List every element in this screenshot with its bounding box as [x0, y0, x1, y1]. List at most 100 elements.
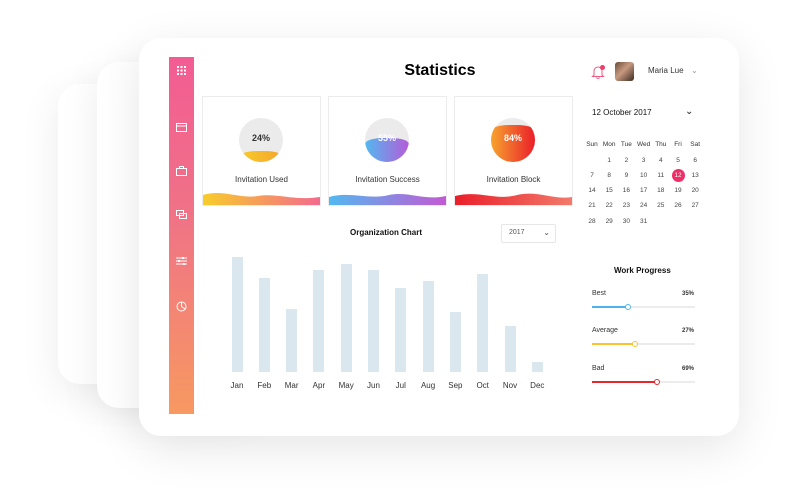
gauge-invitation-used: 24%: [239, 118, 283, 162]
calendar-chevron-down-icon[interactable]: ⌄: [685, 106, 694, 117]
calendar-weekday: Sun: [586, 141, 598, 148]
chart-bar: [531, 361, 543, 372]
gauge-fill: [365, 137, 409, 162]
pie-chart-icon[interactable]: [169, 301, 194, 316]
chevron-down-icon: ⌄: [543, 228, 550, 237]
apps-grid-icon[interactable]: [169, 65, 194, 79]
calendar-day[interactable]: 24: [639, 202, 648, 210]
progress-handle[interactable]: [632, 341, 639, 347]
chart-bar: [340, 263, 352, 372]
calendar-day[interactable]: 31: [639, 217, 648, 225]
gauge-percentage: 55%: [377, 133, 396, 143]
calendar-day[interactable]: 22: [605, 202, 613, 210]
calendar-day[interactable]: 9: [624, 171, 629, 179]
chart-bar: [449, 312, 461, 372]
avatar[interactable]: [615, 62, 634, 81]
calendar-day[interactable]: 16: [622, 187, 630, 195]
user-name[interactable]: Maria Lue: [648, 66, 684, 75]
calendar-day[interactable]: 2: [624, 156, 629, 164]
x-tick-label: Apr: [312, 381, 326, 390]
calendar-weekday: Fri: [674, 141, 682, 148]
work-progress-title: Work Progress: [614, 266, 671, 275]
calendar-day[interactable]: 28: [588, 217, 596, 225]
year-select[interactable]: 2017 ⌄: [501, 224, 556, 243]
progress-label: Average: [592, 327, 618, 334]
calendar-day[interactable]: 15: [605, 187, 613, 195]
calendar-weekday: Wed: [636, 141, 651, 148]
calendar-day[interactable]: 4: [658, 156, 663, 164]
x-tick-label: Sep: [448, 381, 463, 390]
gauge-percentage: 24%: [251, 133, 270, 143]
calendar-day[interactable]: 14: [588, 187, 596, 195]
x-tick-label: May: [338, 381, 354, 390]
calendar-day[interactable]: 27: [691, 202, 699, 210]
calendar-icon[interactable]: [169, 122, 194, 136]
chart-bar: [422, 281, 434, 372]
x-tick-label: Dec: [530, 381, 545, 390]
year-select-value: 2017: [509, 229, 525, 236]
x-tick-label: Nov: [502, 381, 518, 390]
progress-handle[interactable]: [625, 304, 632, 310]
wave-decoration: [203, 193, 320, 205]
calendar-day[interactable]: 17: [639, 187, 648, 195]
x-tick-label: Jan: [230, 381, 244, 390]
calendar-day[interactable]: 29: [605, 217, 613, 225]
chart-bar: [368, 269, 379, 372]
calendar-day-selected[interactable]: 12: [674, 171, 682, 179]
stat-label: Invitation Block: [486, 175, 541, 184]
gauge-invitation-success: 55%: [365, 118, 409, 162]
notification-dot: [600, 65, 605, 70]
calendar-day[interactable]: 26: [674, 202, 682, 210]
calendar-day[interactable]: 19: [674, 187, 682, 195]
x-tick-label: Mar: [284, 381, 299, 390]
calendar-day[interactable]: 1: [607, 156, 611, 164]
chart-bar: [395, 288, 407, 372]
calendar-day[interactable]: 23: [622, 202, 630, 210]
chart-bar: [313, 269, 325, 372]
calendar-day[interactable]: 20: [691, 187, 699, 195]
progress-value: 27%: [682, 328, 695, 334]
chevron-down-icon[interactable]: ⌄: [691, 66, 698, 75]
wave-decoration: [329, 194, 446, 205]
sliders-icon[interactable]: [169, 256, 194, 270]
chart-title: Organization Chart: [350, 228, 423, 237]
calendar-day[interactable]: 25: [657, 202, 665, 210]
calendar-day[interactable]: 10: [639, 171, 648, 179]
progress-track: [592, 341, 695, 347]
progress-track: [592, 304, 695, 310]
progress-fill: [592, 343, 636, 345]
calendar-day[interactable]: 13: [691, 171, 699, 179]
calendar-weekday: Mon: [602, 141, 616, 148]
gauge-fill: [239, 151, 283, 162]
calendar-day[interactable]: 30: [622, 217, 630, 225]
stat-label: Invitation Success: [355, 175, 420, 184]
calendar-day[interactable]: 5: [676, 156, 680, 164]
chat-icon[interactable]: [169, 210, 194, 224]
page-title: Statistics: [404, 62, 476, 79]
calendar-selected-indicator: [671, 168, 685, 182]
stat-card-invitation-used: 24% Invitation Used: [202, 96, 321, 206]
x-tick-label: Jul: [395, 381, 406, 390]
stat-label: Invitation Used: [235, 175, 288, 184]
gauge-invitation-block: 84%: [491, 118, 535, 162]
progress-label: Bad: [592, 365, 605, 372]
briefcase-icon[interactable]: [169, 166, 194, 180]
progress-label: Best: [592, 290, 607, 297]
organization-bar-chart: Jan Feb Mar Apr May Jun Jul Aug Sep Oct Nov Dec: [222, 252, 552, 392]
calendar-day[interactable]: 11: [657, 171, 665, 179]
calendar-day[interactable]: 6: [693, 156, 697, 164]
calendar-day[interactable]: 21: [588, 202, 596, 210]
calendar-weekday: Thu: [655, 141, 667, 148]
chart-bar: [477, 274, 489, 372]
calendar-day[interactable]: 8: [607, 171, 611, 179]
calendar-day[interactable]: 3: [641, 156, 646, 164]
calendar-day[interactable]: 7: [590, 171, 594, 179]
progress-fill: [592, 381, 657, 383]
stat-card-invitation-block: 84% Invitation Block: [454, 96, 573, 206]
calendar-title: 12 October 2017: [592, 108, 652, 117]
calendar-weekday: Sat: [690, 141, 701, 148]
progress-handle[interactable]: [653, 379, 660, 385]
x-tick-label: Aug: [420, 381, 436, 390]
calendar-day[interactable]: 18: [657, 187, 665, 195]
chart-bar: [231, 257, 243, 372]
